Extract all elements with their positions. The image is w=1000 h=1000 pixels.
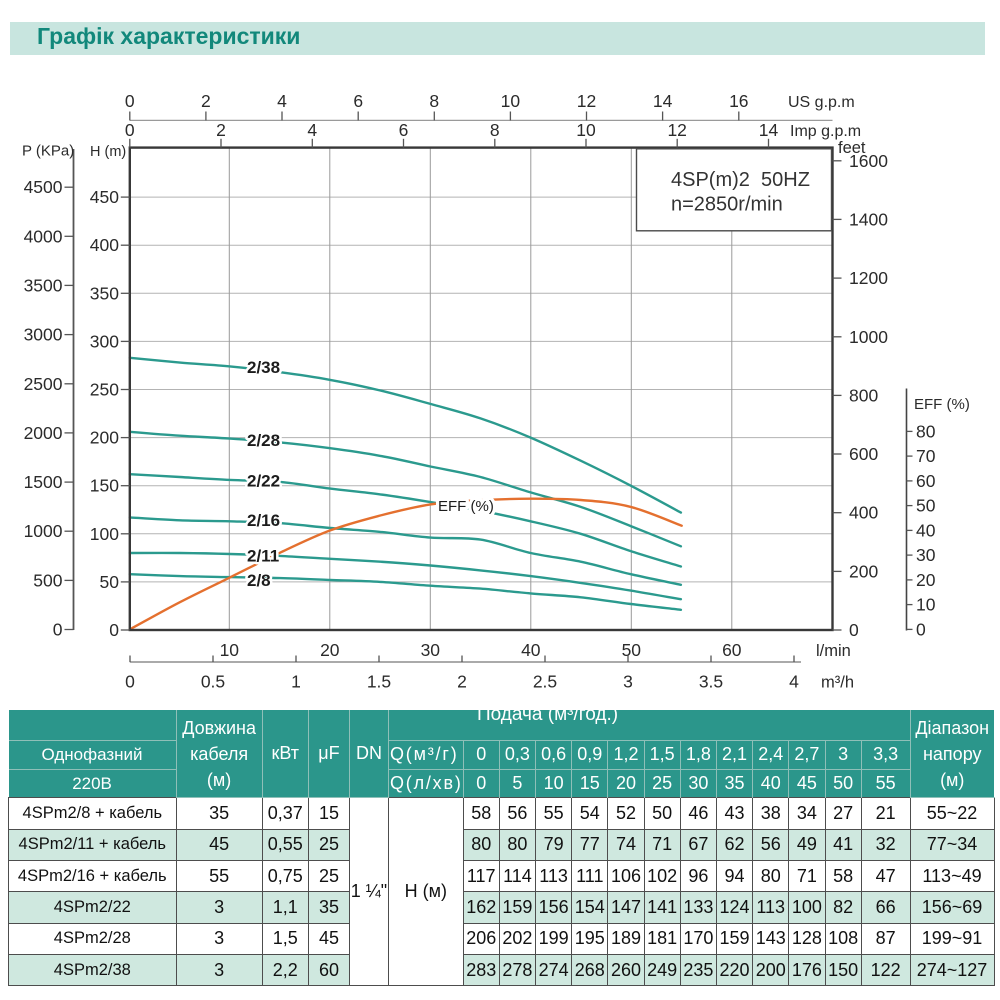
svg-text:50: 50 (916, 496, 936, 516)
svg-text:60: 60 (916, 471, 936, 491)
svg-text:300: 300 (90, 331, 119, 351)
svg-text:0: 0 (125, 672, 135, 692)
svg-text:3.5: 3.5 (699, 672, 723, 692)
svg-text:2/8: 2/8 (247, 571, 271, 590)
svg-text:l/min: l/min (816, 642, 851, 660)
svg-text:250: 250 (90, 380, 119, 400)
svg-text:2/28: 2/28 (247, 431, 280, 450)
svg-text:20: 20 (320, 640, 340, 660)
svg-text:200: 200 (849, 561, 878, 581)
svg-text:70: 70 (916, 446, 936, 466)
svg-text:2: 2 (201, 91, 211, 111)
svg-text:2/22: 2/22 (247, 472, 280, 491)
svg-text:200: 200 (90, 428, 119, 448)
svg-text:4000: 4000 (24, 226, 63, 246)
svg-text:400: 400 (849, 503, 878, 523)
svg-text:1400: 1400 (849, 209, 888, 229)
svg-text:14: 14 (759, 120, 779, 140)
svg-text:6: 6 (353, 91, 363, 111)
svg-text:m³/h: m³/h (821, 674, 854, 692)
svg-text:US g.p.m: US g.p.m (788, 94, 855, 111)
svg-text:800: 800 (849, 385, 878, 405)
svg-text:4SP(m)2 50HZ: 4SP(m)2 50HZ (671, 169, 810, 191)
svg-text:0: 0 (125, 91, 135, 111)
svg-text:4: 4 (307, 120, 317, 140)
svg-text:6: 6 (399, 120, 409, 140)
svg-text:30: 30 (421, 640, 441, 660)
svg-text:2: 2 (216, 120, 226, 140)
svg-text:3: 3 (623, 672, 633, 692)
svg-text:350: 350 (90, 283, 119, 303)
svg-text:0: 0 (53, 620, 63, 640)
svg-text:40: 40 (521, 640, 541, 660)
svg-text:2/11: 2/11 (247, 547, 279, 566)
svg-text:1200: 1200 (849, 268, 888, 288)
svg-text:50: 50 (100, 572, 120, 592)
svg-text:600: 600 (849, 444, 878, 464)
svg-text:30: 30 (916, 545, 936, 565)
svg-text:2000: 2000 (24, 423, 63, 443)
svg-text:2.5: 2.5 (533, 672, 557, 692)
svg-text:n=2850r/min: n=2850r/min (671, 194, 783, 216)
svg-text:1000: 1000 (24, 521, 63, 541)
svg-text:0: 0 (849, 620, 859, 640)
svg-text:0.5: 0.5 (201, 672, 225, 692)
svg-text:4: 4 (789, 672, 799, 692)
svg-text:H (m): H (m) (90, 144, 126, 160)
svg-text:10: 10 (220, 640, 240, 660)
svg-text:16: 16 (729, 91, 748, 111)
svg-text:EFF (%): EFF (%) (438, 498, 494, 515)
svg-text:450: 450 (90, 187, 119, 207)
svg-text:10: 10 (916, 595, 936, 615)
svg-text:2/38: 2/38 (247, 358, 280, 377)
svg-text:2500: 2500 (24, 374, 63, 394)
svg-text:EFF (%): EFF (%) (914, 396, 970, 413)
svg-text:14: 14 (653, 91, 673, 111)
svg-text:0: 0 (125, 120, 135, 140)
svg-text:40: 40 (916, 520, 936, 540)
svg-text:8: 8 (490, 120, 500, 140)
svg-text:50: 50 (622, 640, 642, 660)
svg-text:8: 8 (429, 91, 439, 111)
svg-text:10: 10 (501, 91, 521, 111)
svg-text:3000: 3000 (24, 325, 63, 345)
svg-text:1000: 1000 (849, 327, 888, 347)
svg-text:0: 0 (109, 620, 119, 640)
svg-text:400: 400 (90, 235, 119, 255)
svg-text:Imp g.p.m: Imp g.p.m (790, 123, 861, 140)
svg-text:60: 60 (722, 640, 742, 660)
svg-text:1600: 1600 (849, 151, 888, 171)
svg-text:150: 150 (90, 476, 119, 496)
svg-text:12: 12 (667, 120, 686, 140)
svg-text:1.5: 1.5 (367, 672, 391, 692)
svg-text:2/16: 2/16 (247, 511, 280, 530)
svg-text:1500: 1500 (24, 472, 63, 492)
svg-text:P (KPa): P (KPa) (22, 143, 74, 160)
svg-text:4: 4 (277, 91, 287, 111)
svg-text:1: 1 (291, 672, 301, 692)
svg-text:4500: 4500 (24, 177, 63, 197)
svg-text:500: 500 (33, 570, 62, 590)
svg-text:3500: 3500 (24, 275, 63, 295)
svg-text:2: 2 (457, 672, 467, 692)
svg-text:20: 20 (916, 570, 936, 590)
svg-text:100: 100 (90, 524, 119, 544)
svg-text:80: 80 (916, 421, 936, 441)
svg-text:0: 0 (916, 619, 926, 639)
svg-text:10: 10 (576, 120, 596, 140)
svg-text:feet: feet (838, 139, 866, 157)
svg-text:12: 12 (577, 91, 596, 111)
